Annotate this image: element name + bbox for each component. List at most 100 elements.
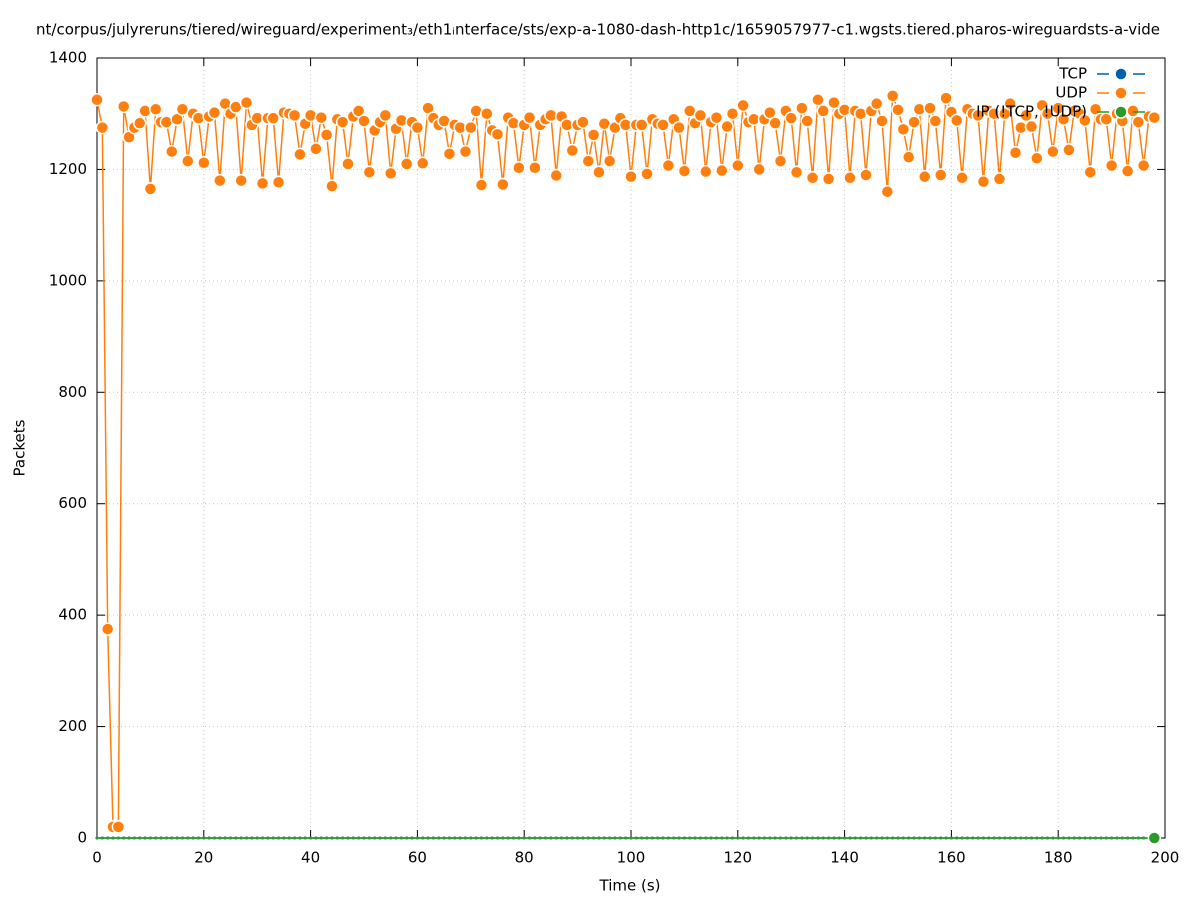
x-tick-label: 120 <box>723 849 752 867</box>
data-point <box>266 111 280 125</box>
data-point <box>442 147 457 161</box>
data-point <box>912 836 916 840</box>
data-point <box>832 836 836 840</box>
y-tick-label: 800 <box>58 383 87 401</box>
data-point <box>976 174 991 189</box>
data-point <box>885 89 900 103</box>
data-point <box>1003 96 1017 111</box>
data-point <box>202 836 206 840</box>
data-point <box>843 171 857 185</box>
data-point <box>474 178 489 192</box>
data-point <box>100 836 104 840</box>
data-point <box>223 836 227 840</box>
data-point <box>768 836 772 840</box>
x-tick-label: 40 <box>301 849 320 867</box>
data-point <box>549 168 563 183</box>
data-point <box>1088 836 1092 840</box>
data-point <box>629 836 633 840</box>
data-point <box>378 108 393 123</box>
data-point <box>1030 836 1033 840</box>
data-point <box>795 836 799 840</box>
data-point <box>218 836 222 840</box>
data-point <box>479 836 483 840</box>
data-point <box>736 836 740 840</box>
data-point <box>186 836 190 840</box>
y-tick-label: 1000 <box>49 271 87 289</box>
data-point <box>490 836 494 840</box>
data-point <box>458 836 462 840</box>
data-point <box>1056 112 1071 127</box>
x-tick-label: 100 <box>617 849 646 867</box>
data-point <box>634 836 638 840</box>
data-point <box>565 836 569 840</box>
data-point <box>965 836 969 840</box>
data-point <box>415 156 430 171</box>
data-point <box>795 101 809 115</box>
data-point <box>394 836 398 840</box>
data-point <box>901 836 905 840</box>
data-point <box>773 836 777 840</box>
data-point <box>618 836 622 840</box>
data-point <box>1136 158 1151 173</box>
data-point <box>373 836 377 840</box>
data-point <box>576 115 590 129</box>
data-point <box>634 118 649 132</box>
data-point <box>971 836 975 840</box>
data-point <box>1019 108 1033 123</box>
data-point <box>122 836 126 840</box>
data-point <box>837 836 841 840</box>
data-point <box>191 836 195 840</box>
legend-marker <box>1114 67 1128 81</box>
data-point <box>480 106 494 121</box>
data-point <box>955 836 959 840</box>
data-point <box>976 836 980 840</box>
data-point <box>677 836 681 840</box>
data-point <box>736 98 750 113</box>
x-tick-label: 160 <box>937 849 966 867</box>
y-tick-label: 400 <box>58 606 87 624</box>
data-point <box>303 836 307 840</box>
data-point <box>148 102 163 117</box>
data-point <box>431 836 435 840</box>
data-point <box>746 836 750 840</box>
data-point <box>239 95 254 110</box>
y-tick-label: 1200 <box>49 160 87 178</box>
data-point <box>1147 831 1162 845</box>
data-point <box>95 120 110 135</box>
x-tick-label: 0 <box>92 849 102 867</box>
data-point <box>933 168 948 182</box>
data-point <box>341 157 355 171</box>
data-point <box>95 836 99 840</box>
data-point <box>586 836 590 840</box>
data-point <box>314 836 318 840</box>
data-point <box>1136 836 1140 840</box>
data-point <box>693 108 708 123</box>
data-point <box>939 836 943 840</box>
data-point <box>869 836 873 840</box>
data-point <box>389 836 393 840</box>
data-point <box>586 128 601 142</box>
data-point <box>608 836 612 840</box>
data-point <box>325 179 339 193</box>
data-point <box>1147 110 1162 125</box>
data-point <box>928 114 943 128</box>
data-point <box>848 836 852 840</box>
data-point <box>1062 836 1066 840</box>
data-point <box>512 836 516 840</box>
data-point <box>1024 836 1028 840</box>
data-point <box>159 836 163 840</box>
data-point <box>463 836 467 840</box>
data-point <box>949 113 964 128</box>
data-point <box>346 836 350 840</box>
data-point <box>843 836 847 840</box>
x-tick-label: 60 <box>408 849 427 867</box>
data-point <box>763 105 777 120</box>
data-point <box>805 171 820 185</box>
data-point <box>714 836 718 840</box>
data-point <box>415 836 419 840</box>
data-point <box>698 836 702 840</box>
data-point <box>693 836 697 840</box>
data-point <box>319 836 323 840</box>
chart-title: nt/corpus/julyreruns/tiered/wireguard/ex… <box>36 21 1160 39</box>
data-point <box>90 93 104 107</box>
